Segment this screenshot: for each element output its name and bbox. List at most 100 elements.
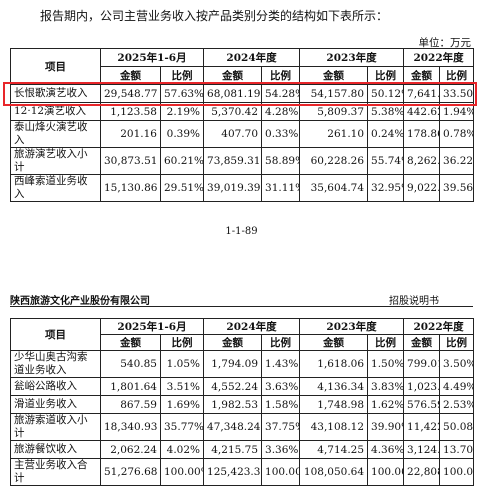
page-number: 1-1-89 — [225, 226, 258, 237]
table-cell: 35,604.74 — [299, 174, 369, 202]
header-cell: 2024年度 — [203, 48, 301, 67]
header-cell: 比例 — [367, 66, 405, 85]
highlight-box — [3, 81, 477, 106]
table-cell: 37.75% — [261, 413, 301, 441]
unit: 单位：万元 — [418, 37, 472, 49]
table-cell: 4.36% — [367, 440, 405, 459]
header-cell: 金额 — [299, 334, 369, 351]
table-cell: 长恨歌演艺收入 — [10, 84, 101, 103]
table-row: 滑道业务收入 867.59 1.69% 1,982.53 1.58% 1,748.98 1.… — [10, 395, 475, 414]
header-cell: 比例 — [439, 66, 475, 85]
table-cell: 5,809.37 — [299, 102, 369, 121]
table-cell: 35.77% — [159, 413, 205, 441]
table-cell: 3.51% — [159, 377, 205, 396]
table-cell: 滑道业务收入 — [10, 395, 101, 414]
table-cell: 3,124.19 — [403, 440, 441, 459]
table-cell: 9,022.73 — [403, 174, 441, 202]
table-row: 旅游餐饮收入 2,062.24 4.02% 4,215.75 3.36% 4,714.25… — [10, 440, 475, 459]
table-cell: 5.38% — [367, 102, 405, 121]
table-cell: 3.50% — [439, 350, 475, 378]
table-cell: 4,714.25 — [299, 440, 369, 459]
header-cell: 2022年度 — [403, 318, 475, 335]
table-cell: 1,023.93 — [403, 377, 441, 396]
table-row: 少华山奥古沟索道业务收入 540.85 1.05% 1,794.09 1.43% 1,61… — [10, 350, 475, 378]
table-row: 瓮峪公路收入 1,801.64 3.51% 4,552.24 3.63% 4,136.34… — [10, 377, 475, 396]
table: 项目 2025年1-6月 2024年度 2023年度 2022年度 金额 比例 金额 比例 金额比… — [10, 318, 475, 486]
header-cell: 比例 — [159, 334, 205, 351]
table-cell: 442.62 — [403, 102, 441, 121]
table-row: 泰山烽火演艺收入 201.16 0.39% 407.70 0.33% 261.10 0.24… — [10, 120, 475, 148]
table-row: 长恨歌演艺收入29,548.7757.63%68,081.1954.28%54,… — [10, 84, 475, 103]
header-cell: 比例 — [159, 66, 205, 85]
table-cell: 39.56% — [439, 174, 475, 202]
table-cell: 2.19% — [159, 102, 205, 121]
table-cell: 799.01 — [403, 350, 441, 378]
table-cell: 13.70% — [439, 440, 475, 459]
table-cell: 1,618.06 — [299, 350, 369, 378]
header-cell: 2025年1-6月 — [99, 318, 205, 335]
table-row: 旅游演艺收入小计30,873.5160.21%73,859.3158.89%60… — [10, 147, 475, 175]
header-cell: 项目 — [10, 48, 101, 85]
header-cell: 2025年1-6月 — [99, 48, 205, 67]
table-cell: 29.51% — [159, 174, 205, 202]
table-cell: 1.50% — [367, 350, 405, 378]
table-cell: 18,340.93 — [100, 413, 161, 441]
header-cell: 金额 — [203, 334, 263, 351]
table-cell: 60.21% — [159, 147, 205, 175]
table-cell: 540.85 — [100, 350, 161, 378]
table-cell: 125,423.30 — [203, 458, 263, 486]
table-cell: 1,794.09 — [203, 350, 263, 378]
header-cell: 比例 — [367, 334, 405, 351]
table-row: 主营业务收入合计51,276.68100.00%125,423.30100.00… — [10, 458, 475, 486]
table-cell: 4,552.24 — [203, 377, 263, 396]
table-row: 西峰索道业务收入15,130.8629.51%39,019.3931.11%35… — [10, 174, 475, 202]
header-rule — [10, 306, 473, 307]
table-cell: 11,422.27 — [403, 413, 441, 441]
table-cell: 100.00% — [261, 458, 301, 486]
table-cell: 泰山烽火演艺收入 — [10, 120, 101, 148]
header-cell: 比例 — [261, 334, 301, 351]
table-cell: 60,228.26 — [299, 147, 369, 175]
table-cell: 3.36% — [261, 440, 301, 459]
table-cell: 3.63% — [261, 377, 301, 396]
header-row: 项目 2025年1-6月 2024年度 2023年度 2022年度 — [10, 318, 475, 351]
header-cell: 项目 — [10, 318, 101, 351]
table: 项目 2025年1-6月 2024年度 2023年度 2022年度 金额 比例 金额 比例 金额比… — [10, 48, 475, 202]
table-cell: 0.24% — [367, 120, 405, 148]
table-cell: 0.39% — [159, 120, 205, 148]
table-cell: 43,108.12 — [299, 413, 369, 441]
table-cell: 39.90% — [367, 413, 405, 441]
table-cell: 58.89% — [261, 147, 301, 175]
table-cell: 1.69% — [159, 395, 205, 414]
table-cell: 2,062.24 — [100, 440, 161, 459]
table-cell: 1.43% — [261, 350, 301, 378]
table-cell: 少华山奥古沟索道业务收入 — [10, 350, 101, 378]
table-cell: 4,136.34 — [299, 377, 369, 396]
table-cell: 1,748.98 — [299, 395, 369, 414]
table-cell: 1.62% — [367, 395, 405, 414]
table-cell: 15,130.86 — [100, 174, 161, 202]
table-cell: 0.33% — [261, 120, 301, 148]
table-row: 旅游索道收入小计18,340.9335.77%47,348.2437.75%43… — [10, 413, 475, 441]
table-cell: 旅游餐饮收入 — [10, 440, 101, 459]
table-cell: 100.00% — [367, 458, 405, 486]
table-cell: 旅游演艺收入小计 — [10, 147, 101, 175]
table-cell: 47,348.24 — [203, 413, 263, 441]
table-cell: 32.95% — [367, 174, 405, 202]
header-row: 项目 2025年1-6月 2024年度 2023年度 2022年度 — [10, 48, 475, 85]
table-cell: 201.16 — [100, 120, 161, 148]
table-cell: 4.02% — [159, 440, 205, 459]
table-cell: 39,019.39 — [203, 174, 263, 202]
table-cell: 108,050.64 — [299, 458, 369, 486]
header-cell: 2023年度 — [299, 318, 405, 335]
table-cell: 51,276.68 — [100, 458, 161, 486]
doc-title: 招股说明书 — [389, 296, 439, 307]
table-cell: 29,548.77 — [100, 84, 161, 103]
company: 陕西旅游文化产业股份有限公司 — [10, 296, 150, 307]
table-cell: 55.74% — [367, 147, 405, 175]
table-cell: 1.58% — [261, 395, 301, 414]
table-cell: 178.86 — [403, 120, 441, 148]
table-cell: 西峰索道业务收入 — [10, 174, 101, 202]
header-cell: 2023年度 — [299, 48, 405, 67]
